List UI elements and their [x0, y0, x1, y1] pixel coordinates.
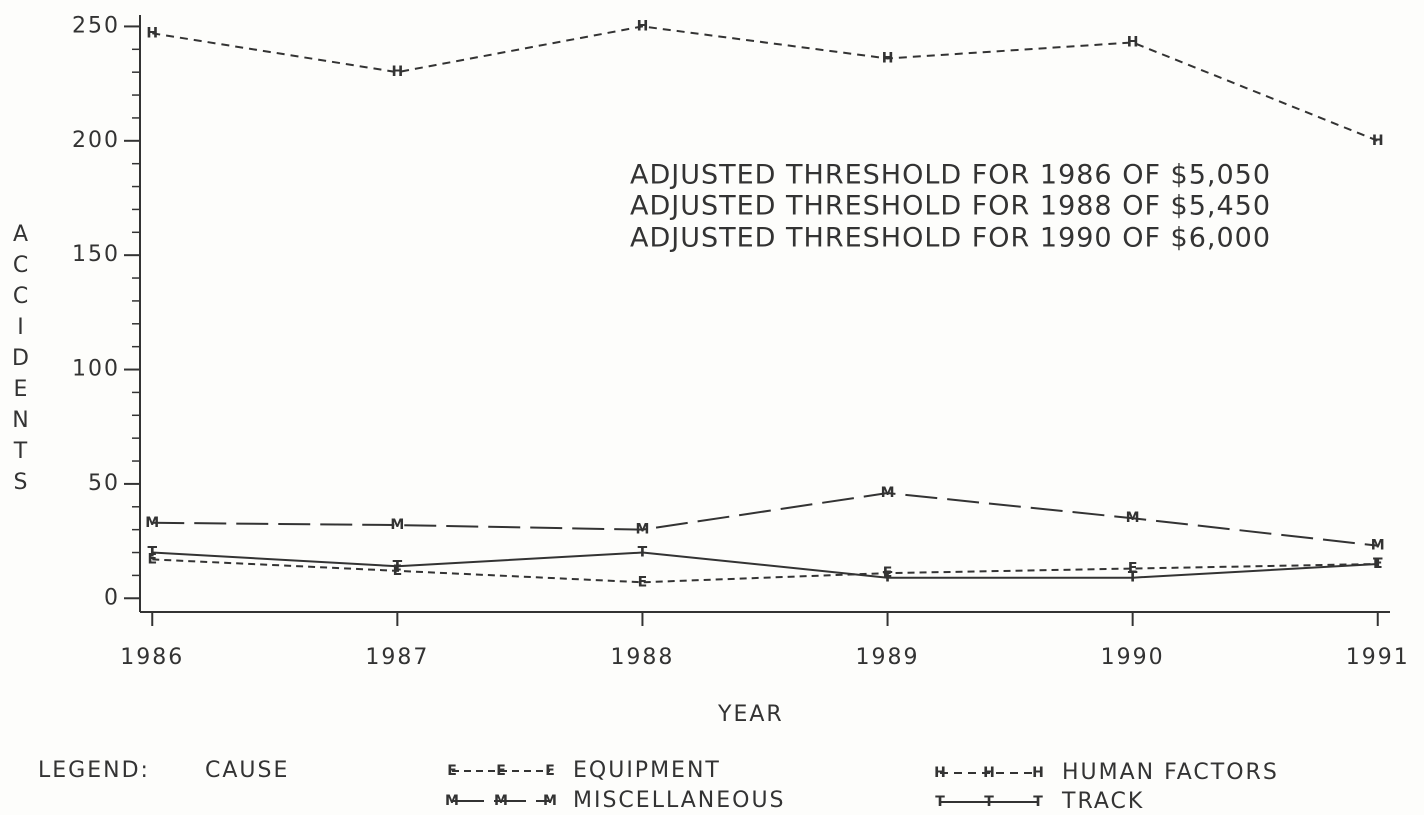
point-marker: E — [1128, 561, 1138, 577]
y-tick-label: 100 — [72, 357, 120, 382]
y-tick-label: 50 — [88, 471, 120, 496]
legend-label: MISCELLANEOUS — [573, 788, 786, 813]
point-marker: E — [393, 563, 403, 579]
x-tick-label: 1990 — [1101, 645, 1165, 670]
y-axis-label: ACCIDENTS — [8, 222, 33, 501]
point-marker: H — [146, 25, 158, 41]
point-marker: T — [147, 545, 157, 561]
point-marker: E — [638, 574, 648, 590]
point-marker: M — [390, 517, 404, 533]
point-marker: M — [881, 485, 895, 501]
point-marker: T — [1128, 570, 1138, 586]
series-line — [152, 25, 1379, 142]
point-marker: M — [635, 522, 649, 538]
point-marker: T — [638, 545, 648, 561]
y-tick-label: 150 — [72, 242, 120, 267]
y-tick-label: 250 — [72, 13, 120, 38]
series-line — [152, 558, 1378, 584]
x-tick-label: 1991 — [1346, 645, 1410, 670]
point-marker: M — [1126, 510, 1140, 526]
point-marker: T — [883, 570, 893, 586]
legend-label: TRACK — [1061, 789, 1144, 814]
point-marker: E — [147, 551, 157, 567]
series-line — [152, 551, 1378, 579]
legend-marker: T — [984, 794, 994, 810]
legend-marker: M — [494, 793, 508, 809]
y-tick-label: 200 — [72, 128, 120, 153]
point-marker: T — [1373, 556, 1383, 572]
legend-marker: H — [983, 765, 995, 781]
point-marker: H — [637, 18, 649, 34]
point-marker: M — [1371, 538, 1385, 554]
legend-marker: E — [496, 763, 506, 779]
x-tick-label: 1989 — [856, 645, 920, 670]
point-marker: H — [882, 50, 894, 66]
legend-marker: H — [934, 765, 946, 781]
legend-label: HUMAN FACTORS — [1062, 760, 1279, 785]
legend-marker: T — [935, 794, 945, 810]
legend-marker: M — [543, 793, 557, 809]
point-marker: E — [883, 565, 893, 581]
point-marker: T — [393, 558, 403, 574]
legend-marker: M — [445, 793, 459, 809]
x-tick-label: 1986 — [120, 645, 184, 670]
x-tick-label: 1987 — [365, 645, 429, 670]
annotation: ADJUSTED THRESHOLD FOR 1990 OF $6,000 — [630, 223, 1271, 254]
point-marker: M — [145, 515, 159, 531]
annotation: ADJUSTED THRESHOLD FOR 1986 OF $5,050 — [630, 160, 1271, 191]
x-tick-label: 1988 — [610, 645, 674, 670]
legend-title: LEGEND: — [38, 758, 150, 783]
legend-marker: H — [1032, 765, 1044, 781]
y-tick-label: 0 — [104, 585, 120, 610]
point-marker: H — [391, 64, 403, 80]
legend-marker: T — [1033, 794, 1043, 810]
annotation: ADJUSTED THRESHOLD FOR 1988 OF $5,450 — [630, 191, 1271, 222]
series-line — [152, 492, 1378, 547]
point-marker: H — [1127, 34, 1139, 50]
legend-marker: E — [545, 763, 555, 779]
legend-marker: E — [447, 763, 457, 779]
legend-label: EQUIPMENT — [573, 758, 721, 783]
x-axis-label: YEAR — [717, 702, 784, 727]
legend-subtitle: CAUSE — [205, 758, 289, 783]
point-marker: H — [1372, 133, 1384, 149]
